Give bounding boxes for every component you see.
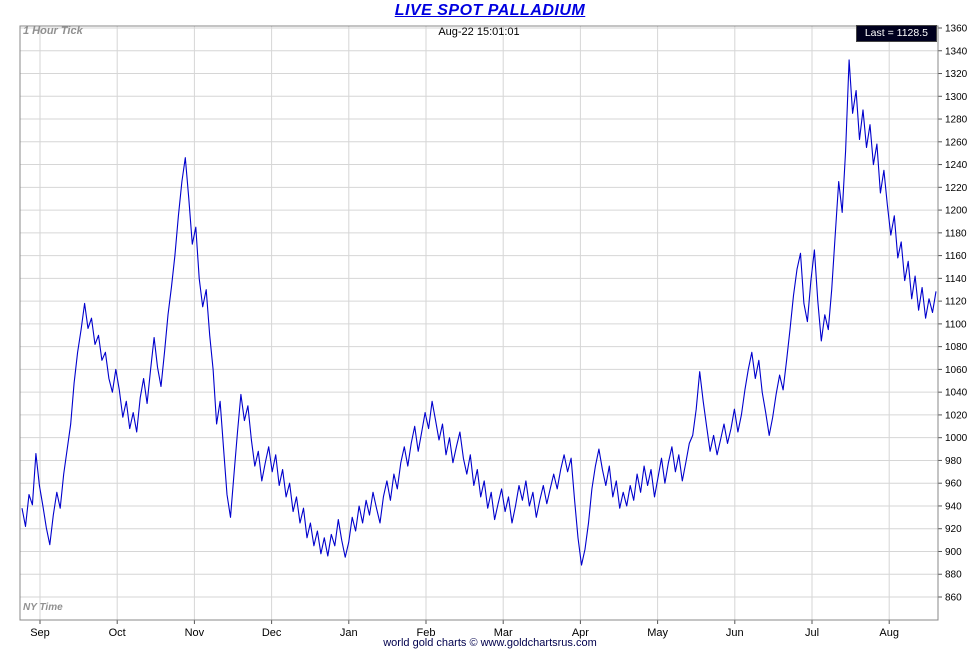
y-tick-label: 920 [945,524,962,535]
ny-time-label: NY Time [23,602,63,613]
timestamp-label: Aug-22 15:01:01 [438,26,520,38]
x-tick-label: Aug [879,627,899,639]
y-tick-label: 1020 [945,410,968,421]
y-tick-label: 960 [945,479,962,490]
y-tick-label: 1200 [945,206,968,217]
y-tick-label: 900 [945,547,962,558]
y-tick-label: 1180 [945,228,967,239]
y-tick-label: 1240 [945,160,968,171]
y-tick-label: 1160 [945,251,967,262]
x-tick-label: Apr [572,627,589,639]
y-tick-label: 980 [945,456,962,467]
y-tick-label: 1120 [945,297,967,308]
x-tick-label: Nov [185,627,205,639]
x-tick-label: May [647,627,668,639]
y-tick-label: 880 [945,570,962,581]
x-tick-label: Jun [726,627,744,639]
y-tick-label: 1140 [945,274,967,285]
y-tick-label: 1300 [945,92,968,103]
x-tick-label: Dec [262,627,282,639]
y-tick-label: 860 [945,593,962,604]
footer-credit: world gold charts © www.goldchartsrus.co… [383,637,597,649]
x-tick-label: Mar [494,627,513,639]
y-tick-label: 940 [945,501,962,512]
y-tick-label: 1260 [945,137,968,148]
y-tick-label: 1080 [945,342,968,353]
x-tick-label: Sep [30,627,50,639]
plot-border [19,25,939,621]
y-tick-label: 1000 [945,433,968,444]
price-line [21,59,937,566]
last-price-badge: Last = 1128.5 [855,25,937,42]
x-tick-label: Feb [417,627,436,639]
page-title: LIVE SPOT PALLADIUM [394,2,586,19]
y-tick-label: 1340 [945,46,968,57]
x-tick-label: Oct [109,627,126,639]
y-tick-label: 1100 [945,319,967,330]
x-tick-label: Jul [805,627,819,639]
y-tick-label: 1320 [945,69,968,80]
y-tick-label: 1220 [945,183,968,194]
x-tick-label: Jan [340,627,358,639]
y-tick-label: 1360 [945,24,968,35]
tick-interval-label: 1 Hour Tick [23,25,83,37]
y-tick-label: 1040 [945,388,968,399]
y-tick-label: 1280 [945,115,968,126]
y-tick-label: 1060 [945,365,968,376]
